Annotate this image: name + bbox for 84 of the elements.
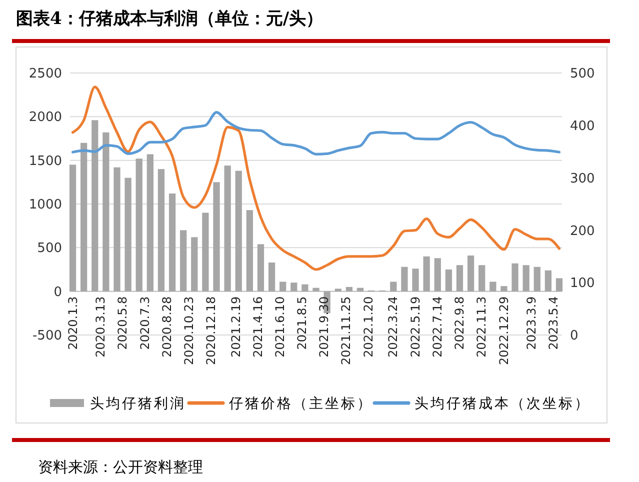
x-tick-label: 2020.7.3 (138, 296, 152, 350)
x-tick-label: 2022.12.29 (496, 296, 511, 366)
y2-tick-label: 300 (570, 171, 595, 186)
y-tick-label: 2000 (28, 110, 62, 126)
bar (500, 286, 508, 292)
bar (202, 212, 209, 292)
x-tick-label: 2021.6.10 (272, 296, 287, 358)
bar (235, 170, 242, 292)
legend-label: 头均仔猪成本（次坐标） (414, 396, 590, 412)
bar (124, 178, 132, 292)
bar (534, 266, 540, 292)
bar (522, 265, 530, 292)
bar (224, 166, 231, 292)
bar (168, 194, 176, 292)
bar (334, 288, 342, 292)
bar (191, 237, 198, 292)
bar (456, 265, 464, 292)
bar (401, 266, 408, 292)
y-tick-label: 1000 (28, 198, 62, 213)
x-tick-label: 2020.8.28 (160, 296, 174, 358)
y2-tick-label: 500 (570, 66, 595, 82)
text: 资料来源：公开资料整理 (38, 458, 203, 476)
legend-label: 头均仔猪利润 (90, 396, 186, 412)
bar (280, 282, 286, 292)
x-tick-label: 2022.5.19 (408, 296, 422, 358)
bar (92, 120, 98, 292)
x-tick-label: 2020.5.8 (116, 296, 130, 350)
bar (467, 256, 474, 292)
bar (312, 288, 320, 292)
bar (445, 270, 452, 292)
x-tick-label: 2021.8.5 (294, 296, 309, 350)
y-tick-label: 1500 (28, 154, 62, 169)
x-tick-label: 2020.10.23 (182, 296, 196, 366)
bar (290, 282, 298, 292)
x-tick-label: 2022.11.3 (474, 296, 489, 358)
x-tick-label: 2021.4.16 (251, 296, 266, 358)
bar (268, 262, 276, 292)
bar (180, 230, 187, 292)
y2-tick-label: 0 (570, 328, 578, 344)
x-tick-label: 2023.3.9 (524, 296, 538, 350)
x-tick-label: 2021.11.25 (339, 296, 354, 366)
x-tick-label: 2021.9.30 (317, 296, 332, 358)
bar (114, 167, 120, 292)
bar (136, 158, 142, 292)
bar (246, 210, 253, 292)
x-tick-label: 2022.9.8 (452, 296, 467, 350)
x-tick-label: 2022.1.20 (361, 296, 376, 358)
y-tick-label: 500 (37, 241, 62, 256)
y-tick-label: 2500 (28, 66, 62, 82)
x-tick-label: 2020.1.3 (66, 296, 80, 350)
y2-tick-label: 400 (570, 118, 595, 134)
x-tick-label: 2022.7.14 (430, 296, 444, 358)
y2-tick-label: 100 (570, 276, 595, 292)
bar (356, 288, 364, 292)
x-tick-label: 2020.3.13 (94, 296, 108, 358)
bar (69, 164, 76, 292)
bar (478, 265, 486, 292)
bar (412, 268, 419, 292)
bar (302, 284, 308, 292)
bar (102, 132, 110, 292)
bar (490, 282, 496, 292)
chart-title: 图表4：仔猪成本与利润（单位：元/头） (16, 9, 324, 29)
bar (213, 182, 220, 292)
x-tick-label: 2022.3.24 (386, 296, 400, 358)
x-tick-label: 2021.2.19 (229, 296, 244, 358)
legend-label: 仔猪价格（主坐标） (229, 396, 373, 412)
bar (434, 258, 441, 292)
y-tick-label: 0 (54, 284, 62, 300)
y-tick-label: -500 (32, 328, 62, 344)
bar (390, 282, 397, 292)
bar (556, 278, 563, 292)
bar (146, 154, 154, 292)
x-tick-label: 2023.5.4 (546, 296, 561, 350)
x-tick-label: 2020.12.18 (204, 296, 218, 366)
bar (544, 270, 552, 292)
bar (512, 263, 518, 292)
bar (257, 244, 264, 292)
y2-tick-label: 200 (570, 224, 595, 239)
line-series (71, 86, 561, 271)
bar (158, 169, 165, 292)
line-series (71, 111, 561, 156)
bar (346, 286, 352, 292)
bar (80, 142, 88, 292)
bar (423, 256, 430, 292)
